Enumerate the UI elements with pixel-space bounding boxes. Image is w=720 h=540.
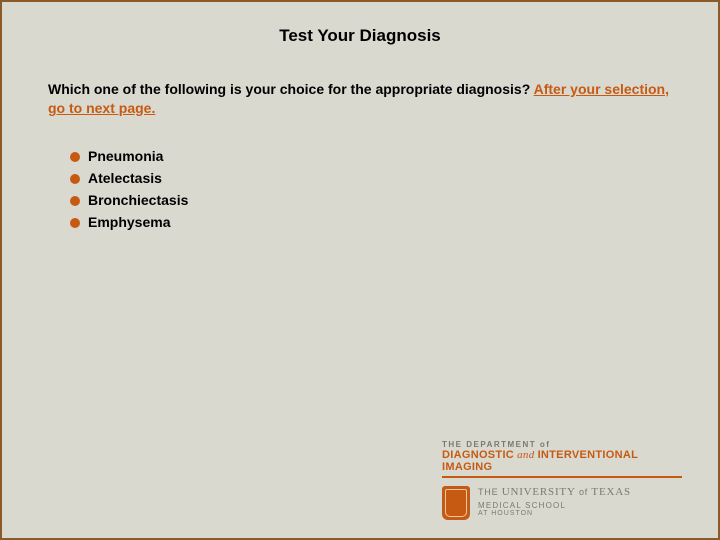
option-label: Emphysema	[88, 214, 170, 230]
univ-the: THE	[478, 487, 502, 497]
univ-of: of	[576, 487, 592, 497]
dept-amp: and	[514, 449, 538, 461]
dept-line1: THE DEPARTMENT of	[442, 440, 682, 449]
options-list: Pneumonia Atelectasis Bronchiectasis Emp…	[70, 148, 718, 230]
univ-tx: TEXAS	[591, 486, 630, 498]
question-prefix: Which one of the following is your choic…	[48, 81, 534, 97]
option-item[interactable]: Pneumonia	[70, 148, 718, 164]
bullet-icon	[70, 196, 80, 206]
dept-diag: DIAGNOSTIC	[442, 449, 514, 461]
question-text: Which one of the following is your choic…	[48, 80, 672, 118]
dept-line2: DIAGNOSTIC and INTERVENTIONAL IMAGING	[442, 449, 682, 473]
option-label: Bronchiectasis	[88, 192, 188, 208]
option-item[interactable]: Emphysema	[70, 214, 718, 230]
footer-logos: THE DEPARTMENT of DIAGNOSTIC and INTERVE…	[442, 440, 682, 520]
page-title: Test Your Diagnosis	[2, 26, 718, 46]
bullet-icon	[70, 174, 80, 184]
option-label: Pneumonia	[88, 148, 163, 164]
option-label: Atelectasis	[88, 170, 162, 186]
univ-line3: AT HOUSTON	[478, 510, 631, 518]
bullet-icon	[70, 218, 80, 228]
option-item[interactable]: Atelectasis	[70, 170, 718, 186]
department-block: THE DEPARTMENT of DIAGNOSTIC and INTERVE…	[442, 440, 682, 478]
university-block: THE UNIVERSITY of TEXAS MEDICAL SCHOOL A…	[442, 486, 682, 520]
seal-icon	[442, 486, 470, 520]
univ-univ: UNIVERSITY	[502, 486, 576, 498]
bullet-icon	[70, 152, 80, 162]
option-item[interactable]: Bronchiectasis	[70, 192, 718, 208]
univ-line1: THE UNIVERSITY of TEXAS	[478, 486, 631, 499]
university-text: THE UNIVERSITY of TEXAS MEDICAL SCHOOL A…	[478, 486, 631, 518]
univ-line2: MEDICAL SCHOOL	[478, 501, 631, 510]
